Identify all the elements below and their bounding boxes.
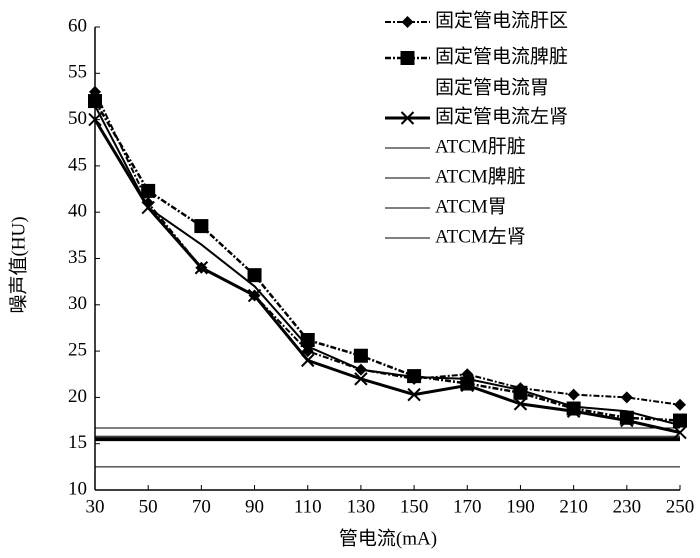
legend-label: ATCM脾脏 <box>435 165 526 187</box>
x-tick-label: 110 <box>294 496 322 517</box>
legend-label: ATCM胃 <box>435 196 507 217</box>
y-tick-label: 20 <box>68 386 87 407</box>
legend-label: ATCM肝脏 <box>435 135 526 157</box>
y-tick-label: 15 <box>68 432 87 453</box>
marker <box>141 200 155 215</box>
series-line <box>93 100 681 422</box>
x-tick-label: 50 <box>139 496 158 517</box>
marker <box>566 404 581 418</box>
marker <box>354 372 368 386</box>
x-tick-label: 230 <box>613 496 642 517</box>
legend-label: 固定管电流胃 <box>435 76 549 98</box>
marker <box>673 413 687 428</box>
marker <box>141 183 156 198</box>
x-tick-label: 190 <box>506 496 535 517</box>
marker <box>513 397 528 411</box>
marker <box>194 261 209 275</box>
x-tick-label: 90 <box>245 496 264 517</box>
y-tick-label: 40 <box>68 201 87 222</box>
x-tick-label: 210 <box>559 496 588 517</box>
marker <box>247 288 262 303</box>
y-axis-label: 噪声值(HU) <box>7 216 29 313</box>
marker <box>460 378 474 393</box>
marker <box>301 353 315 368</box>
y-tick-label: 35 <box>68 247 87 268</box>
legend-label: 固定管电流左肾 <box>435 105 568 127</box>
marker <box>353 348 368 363</box>
legend-label: 固定管电流脾脏 <box>435 45 568 67</box>
marker <box>407 387 421 402</box>
series-line <box>93 118 681 435</box>
marker <box>247 268 262 283</box>
x-tick-label: 250 <box>666 496 695 517</box>
marker <box>673 425 687 440</box>
series-line <box>94 105 681 427</box>
marker <box>194 219 209 234</box>
x-tick-label: 70 <box>192 496 211 517</box>
marker <box>674 398 686 411</box>
x-tick-label: 170 <box>453 496 482 517</box>
legend-label: 固定管电流肝区 <box>435 9 568 31</box>
x-tick-label: 150 <box>400 496 429 517</box>
y-tick-label: 30 <box>68 293 87 314</box>
marker <box>88 94 102 109</box>
y-tick-label: 45 <box>68 154 87 175</box>
x-tick-label: 30 <box>86 496 105 517</box>
marker <box>400 111 415 125</box>
marker <box>620 413 634 428</box>
x-axis-label: 管电流(mA) <box>339 527 437 549</box>
marker <box>567 388 580 401</box>
y-tick-label: 25 <box>68 339 87 360</box>
legend-label: ATCM左肾 <box>435 225 526 247</box>
y-tick-label: 10 <box>68 478 87 499</box>
y-tick-label: 55 <box>68 62 87 83</box>
marker <box>620 391 633 404</box>
marker <box>401 16 414 28</box>
marker <box>400 51 415 65</box>
x-tick-label: 130 <box>347 496 376 517</box>
y-tick-label: 60 <box>68 15 87 36</box>
y-tick-label: 50 <box>68 108 87 129</box>
marker <box>88 112 102 127</box>
